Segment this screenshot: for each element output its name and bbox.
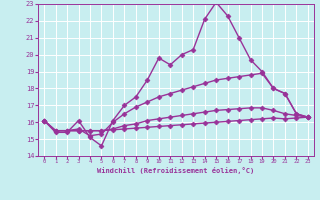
- X-axis label: Windchill (Refroidissement éolien,°C): Windchill (Refroidissement éolien,°C): [97, 167, 255, 174]
